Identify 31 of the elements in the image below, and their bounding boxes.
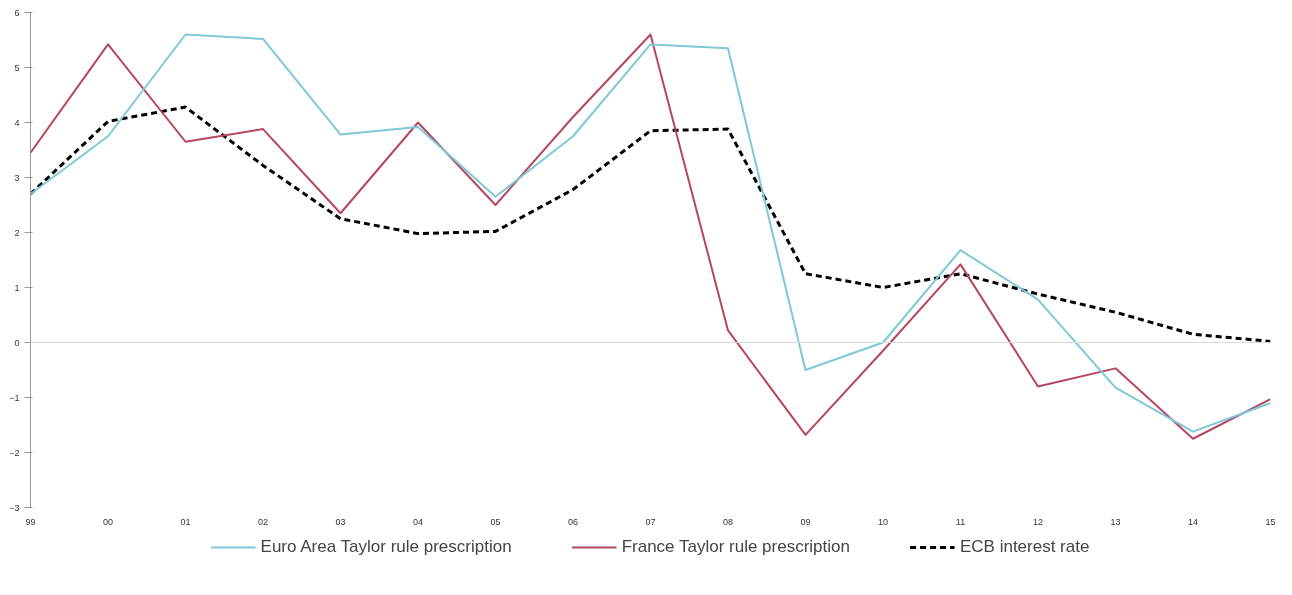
x-tick-label: 00: [102, 516, 114, 527]
x-tick-label: 04: [412, 516, 424, 527]
x-tick-label: 10: [877, 516, 889, 527]
x-tick-label: 13: [1110, 516, 1121, 527]
x-tick-label: 09: [800, 516, 811, 527]
y-tick-label: −1: [9, 392, 20, 403]
x-tick-label: 11: [955, 516, 966, 527]
x-tick-label: 14: [1187, 516, 1199, 527]
legend-label: Euro Area Taylor rule prescription: [260, 537, 512, 557]
y-tick-label: −2: [9, 447, 20, 458]
y-tick-label: 4: [14, 117, 20, 128]
x-tick-label: 02: [257, 516, 269, 527]
y-tick-label: 6: [14, 7, 20, 18]
x-tick-label: 15: [1265, 516, 1276, 527]
x-tick-label: 03: [335, 516, 346, 527]
y-tick-label: 5: [14, 62, 20, 73]
y-tick-label: 1: [14, 282, 20, 293]
y-tick-label: −3: [9, 502, 20, 513]
x-tick-label: 05: [490, 516, 501, 527]
legend-label: ECB interest rate: [959, 537, 1090, 557]
legend-label: France Taylor rule prescription: [621, 537, 850, 557]
x-tick-label: 99: [25, 516, 36, 527]
x-tick-label: 07: [645, 516, 656, 527]
y-tick-label: 0: [14, 337, 20, 348]
x-tick-label: 08: [722, 516, 734, 527]
x-tick-label: 01: [180, 516, 191, 527]
line-series: [30, 105, 1271, 343]
y-tick-label: 2: [14, 227, 20, 238]
x-tick-label: 12: [1032, 516, 1044, 527]
y-tick-label: 3: [14, 172, 20, 183]
x-tick-label: 06: [567, 516, 579, 527]
